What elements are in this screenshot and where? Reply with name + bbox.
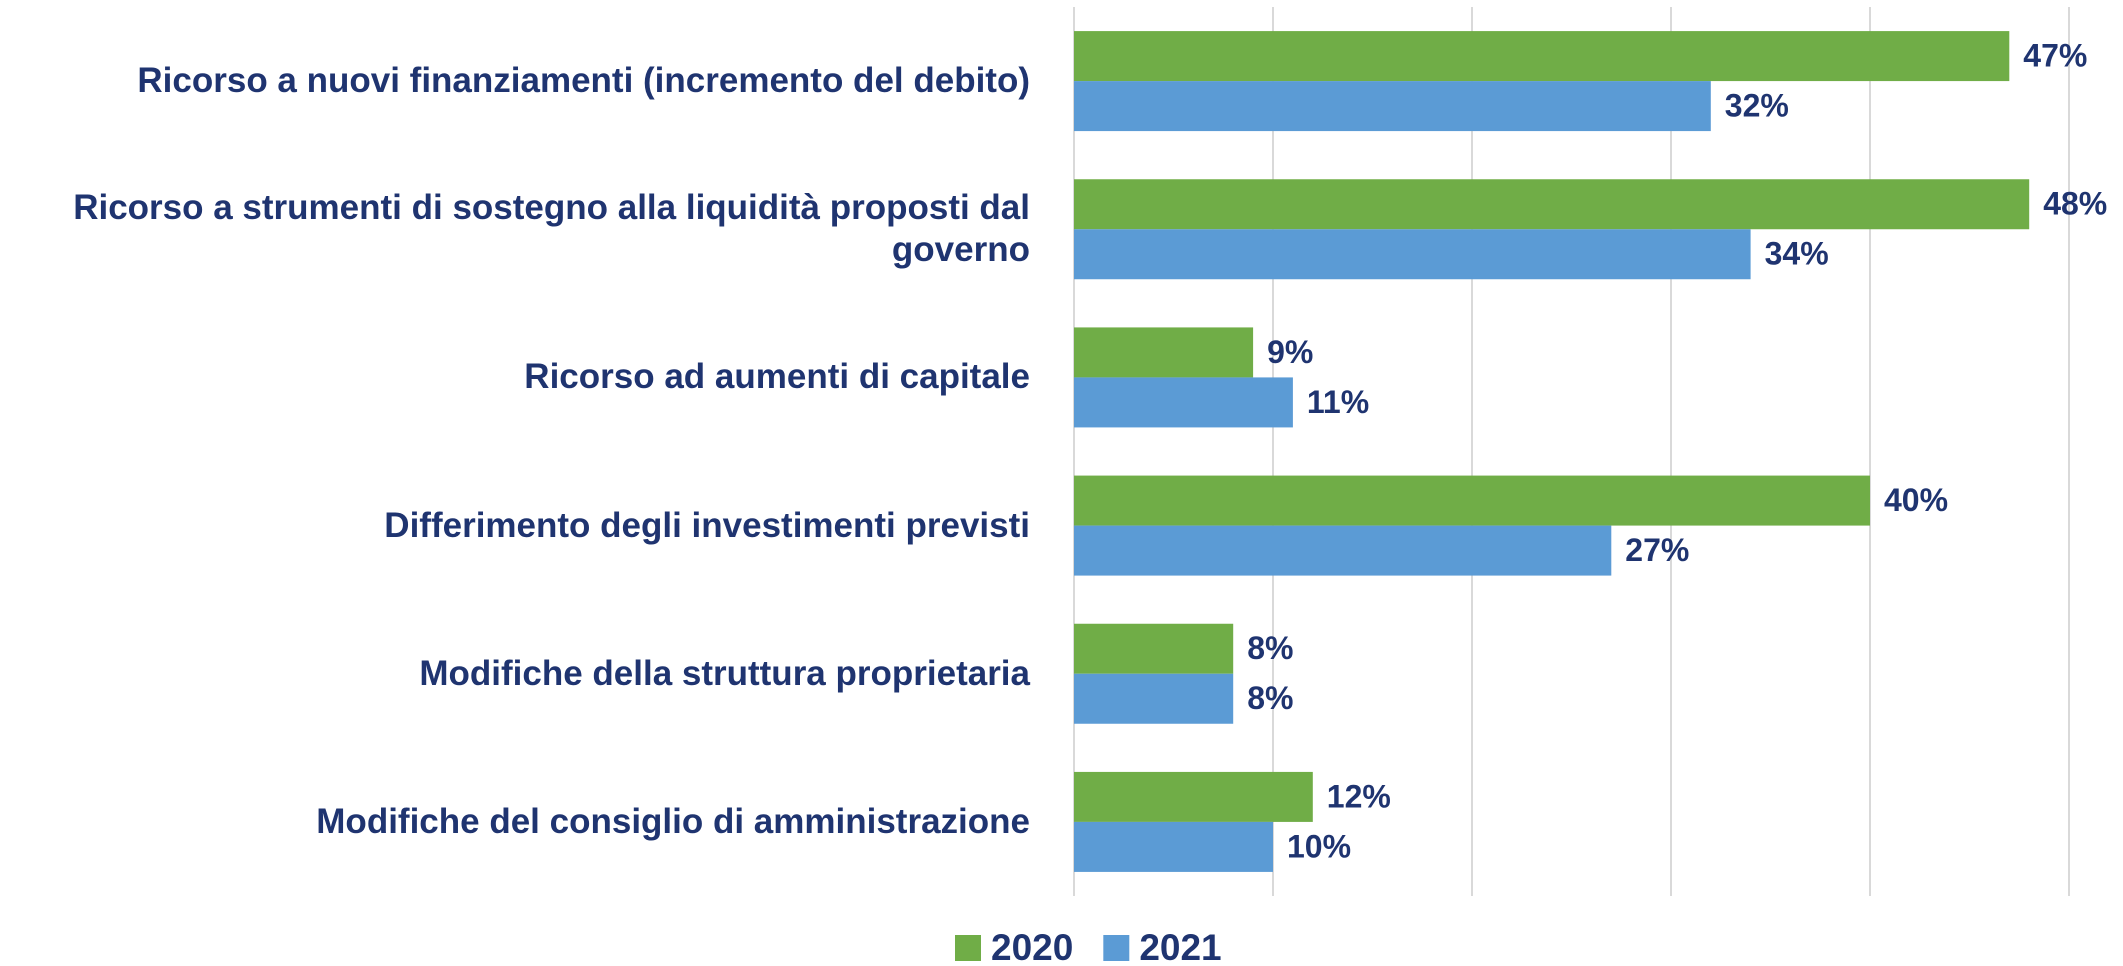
bar bbox=[1074, 327, 1254, 378]
data-label: 32% bbox=[1725, 88, 1789, 124]
legend-swatch bbox=[955, 935, 981, 961]
category-label: Ricorso ad aumenti di capitale bbox=[524, 357, 1030, 397]
bar bbox=[1074, 623, 1234, 674]
bar bbox=[1074, 31, 2010, 82]
legend-label: 2020 bbox=[991, 927, 1073, 966]
category-label-box: Modifiche del consiglio di amministrazio… bbox=[316, 801, 1030, 841]
bar bbox=[1074, 771, 1313, 822]
category-label-box: Ricorso ad aumenti di capitale bbox=[524, 357, 1030, 397]
legend-label: 2021 bbox=[1139, 927, 1221, 966]
data-label: 9% bbox=[1267, 334, 1313, 370]
bar bbox=[1074, 81, 1711, 132]
data-label: 8% bbox=[1247, 630, 1293, 666]
category-label: Differimento degli investimenti previsti bbox=[384, 505, 1030, 545]
category-label: Ricorso a nuovi finanziamenti (increment… bbox=[137, 61, 1030, 100]
legend-swatch bbox=[1103, 935, 1130, 961]
data-label: 12% bbox=[1327, 778, 1391, 814]
data-label: 47% bbox=[2023, 38, 2087, 74]
category-label: Modifiche della struttura proprietaria bbox=[419, 653, 1030, 693]
data-label: 11% bbox=[1307, 384, 1369, 420]
category-label-box: Ricorso a strumenti di sostegno alla liq… bbox=[73, 188, 1030, 270]
data-label: 40% bbox=[1884, 482, 1948, 518]
category-label-box: Ricorso a nuovi finanziamenti (increment… bbox=[137, 61, 1030, 100]
bar bbox=[1074, 525, 1612, 576]
category-label: Modifiche del consiglio di amministrazio… bbox=[316, 801, 1030, 841]
data-label: 48% bbox=[2043, 186, 2107, 222]
data-label: 27% bbox=[1625, 532, 1689, 568]
bar bbox=[1074, 377, 1293, 428]
data-label: 10% bbox=[1287, 828, 1351, 864]
data-label: 8% bbox=[1247, 680, 1293, 716]
bar bbox=[1074, 179, 2030, 230]
bar bbox=[1074, 475, 1870, 526]
bar bbox=[1074, 229, 1751, 280]
category-label-box: Differimento degli investimenti previsti bbox=[384, 505, 1030, 545]
category-label-box: Modifiche della struttura proprietaria bbox=[419, 653, 1030, 693]
bar bbox=[1074, 821, 1273, 872]
data-label: 34% bbox=[1765, 236, 1829, 272]
bar bbox=[1074, 673, 1234, 724]
category-label: Ricorso a strumenti di sostegno alla liq… bbox=[73, 188, 1030, 270]
